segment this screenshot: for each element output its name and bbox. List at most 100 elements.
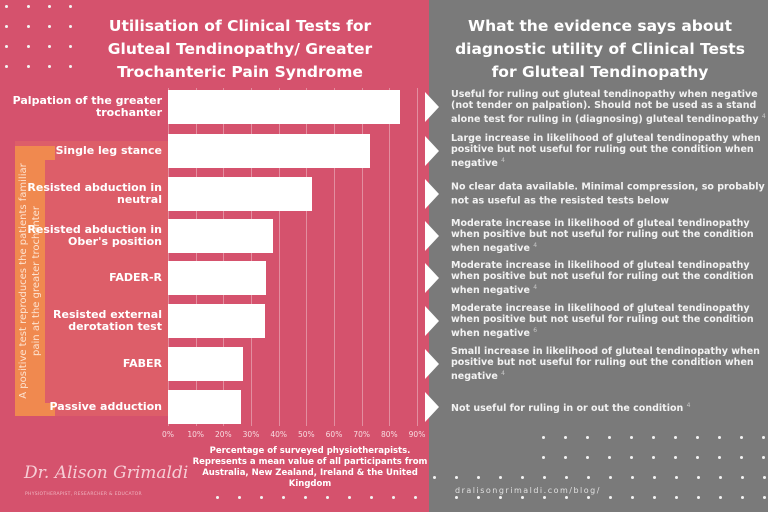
dot	[762, 456, 765, 459]
right-panel	[429, 0, 768, 512]
dot	[608, 436, 611, 439]
dot	[433, 476, 436, 479]
evidence-body: Small increase in likelihood of gluteal …	[451, 345, 760, 383]
dot	[542, 456, 545, 459]
dot	[69, 45, 72, 48]
dot	[697, 476, 700, 479]
dot	[27, 45, 30, 48]
reference-number: 4	[761, 112, 766, 120]
blog-url[interactable]: dralisongrimaldi.com/blog/	[455, 486, 601, 495]
dot	[48, 65, 51, 68]
gridline	[361, 88, 363, 426]
dot	[763, 476, 766, 479]
dot	[674, 436, 677, 439]
dot	[718, 436, 721, 439]
dot	[696, 456, 699, 459]
dot	[477, 496, 480, 499]
dot	[741, 496, 744, 499]
gridline	[306, 88, 308, 426]
dot	[542, 436, 545, 439]
dot	[477, 476, 480, 479]
dot	[719, 496, 722, 499]
dot	[653, 496, 656, 499]
bar	[168, 390, 242, 424]
reference-number: 4	[501, 156, 505, 164]
dot	[521, 476, 524, 479]
dot	[586, 436, 589, 439]
arrow-icon	[425, 136, 439, 166]
category-label: Passive adduction	[49, 400, 162, 413]
dot	[48, 5, 51, 8]
arrow-icon	[425, 179, 439, 209]
dot	[216, 496, 219, 499]
bar	[168, 134, 370, 168]
dot	[370, 496, 373, 499]
dot	[740, 436, 743, 439]
bar	[168, 261, 267, 295]
dot	[27, 5, 30, 8]
dot	[675, 476, 678, 479]
dot	[5, 45, 8, 48]
dot	[740, 456, 743, 459]
dot	[587, 476, 590, 479]
dot	[48, 25, 51, 28]
category-label: Palpation of the greater trochanter	[12, 94, 162, 119]
x-tick-label: 50%	[297, 430, 315, 439]
category-label: Single leg stance	[55, 144, 162, 157]
reference-number: 4	[501, 369, 505, 377]
evidence-text: Useful for ruling out gluteal tendinopat…	[451, 89, 766, 125]
dot	[348, 496, 351, 499]
dot	[414, 496, 417, 499]
dot	[304, 496, 307, 499]
dot	[609, 476, 612, 479]
x-tick-label: 20%	[214, 430, 232, 439]
evidence-text: Moderate increase in likelihood of glute…	[451, 218, 766, 254]
dot	[455, 476, 458, 479]
dot	[27, 25, 30, 28]
dot	[631, 476, 634, 479]
dot	[5, 25, 8, 28]
dot	[718, 456, 721, 459]
arrow-icon	[425, 349, 439, 379]
dot	[543, 496, 546, 499]
dot	[565, 476, 568, 479]
bracket-bottom	[15, 403, 55, 416]
reference-number: 6	[533, 326, 538, 334]
bar	[168, 90, 401, 124]
dot	[238, 496, 241, 499]
gridline	[223, 88, 225, 426]
x-tick-label: 10%	[187, 430, 204, 439]
reference-number: 4	[533, 241, 538, 249]
dot	[521, 496, 524, 499]
dot	[608, 456, 611, 459]
bar	[168, 347, 243, 381]
chart-title: Utilisation of Clinical Tests for Glutea…	[107, 17, 373, 81]
evidence-body: Useful for ruling out gluteal tendinopat…	[451, 88, 759, 126]
arrow-icon	[425, 92, 439, 122]
evidence-text: No clear data available. Minimal compres…	[451, 181, 766, 206]
dot	[674, 456, 677, 459]
evidence-body: Not useful for ruling in or out the cond…	[451, 403, 684, 415]
dot	[587, 496, 590, 499]
dot	[697, 496, 700, 499]
dot	[630, 436, 633, 439]
dot	[564, 456, 567, 459]
logo-tagline: PHYSIOTHERAPIST, RESEARCHER & EDUCATOR	[25, 492, 142, 497]
gridline	[334, 88, 335, 426]
x-tick-label: 0%	[162, 430, 174, 439]
dot	[652, 456, 655, 459]
evidence-title: What the evidence says about diagnostic …	[455, 17, 745, 81]
reference-number: 4	[533, 283, 538, 291]
dot	[48, 45, 51, 48]
dot	[565, 496, 568, 499]
category-label: Resisted abduction in neutral	[27, 181, 162, 206]
dot	[564, 436, 567, 439]
dot	[586, 456, 589, 459]
dot	[763, 496, 766, 499]
dot	[696, 436, 699, 439]
evidence-body: No clear data available. Minimal compres…	[451, 181, 765, 207]
evidence-text: Moderate increase in likelihood of glute…	[451, 303, 766, 339]
logo: Dr. Alison Grimaldi	[24, 463, 189, 483]
evidence-text: Small increase in likelihood of gluteal …	[451, 346, 766, 382]
x-tick-label: 30%	[242, 430, 260, 439]
